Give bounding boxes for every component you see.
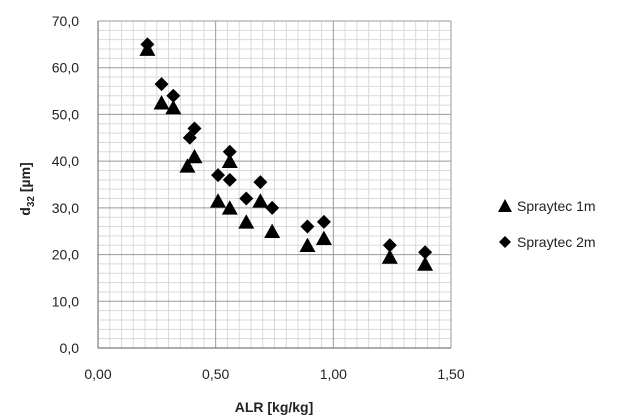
y-axis-title-subscript: 32 [26, 196, 37, 208]
point-triangle [381, 249, 398, 264]
point-triangle [179, 158, 196, 173]
legend-marker-diamond [499, 236, 511, 248]
axes [97, 21, 451, 349]
point-triangle [221, 153, 238, 168]
y-tick-label: 60,0 [52, 60, 79, 76]
y-tick-label: 20,0 [52, 247, 79, 263]
point-diamond [239, 191, 254, 206]
point-triangle [252, 193, 269, 208]
point-diamond [253, 175, 268, 190]
point-diamond [187, 121, 202, 136]
legend-label-spraytec-2m: Spraytec 2m [517, 234, 596, 250]
point-triangle [153, 95, 170, 110]
y-tick-labels: 0,0 10,0 20,0 30,0 40,0 50,0 60,0 70,0 [52, 13, 79, 356]
point-triangle [221, 200, 238, 215]
x-tick-label: 1,00 [320, 366, 347, 382]
y-tick-label: 50,0 [52, 106, 79, 122]
point-diamond [154, 77, 169, 92]
y-tick-label: 70,0 [52, 13, 79, 29]
point-triangle [186, 148, 203, 164]
legend-label-spraytec-1m: Spraytec 1m [517, 198, 596, 214]
minor-gridlines [98, 21, 451, 348]
x-axis-title: ALR [kg/kg] [235, 399, 314, 415]
point-diamond [166, 88, 181, 103]
point-triangle [299, 237, 316, 253]
x-tick-label: 0,00 [84, 366, 111, 382]
point-diamond [418, 245, 433, 260]
legend: Spraytec 1m Spraytec 2m [498, 198, 596, 250]
x-tick-labels: 0,00 0,50 1,00 1,50 [84, 366, 464, 382]
x-tick-label: 0,50 [202, 366, 229, 382]
point-diamond [300, 219, 315, 234]
x-tick-label: 1,50 [437, 366, 464, 382]
point-diamond [265, 200, 280, 215]
y-tick-label: 40,0 [52, 153, 79, 169]
y-axis-title-unit: [µm] [17, 162, 33, 196]
legend-marker-triangle [498, 199, 512, 212]
point-diamond [316, 214, 331, 229]
point-triangle [238, 214, 255, 229]
point-diamond [211, 168, 226, 183]
point-diamond [222, 172, 237, 187]
y-axis-title: d32 [µm] [17, 162, 37, 215]
point-diamond [382, 238, 397, 253]
y-axis-title-main: d [17, 207, 33, 216]
point-triangle [264, 223, 281, 239]
data-points [139, 37, 434, 271]
legend-item-spraytec-1m: Spraytec 1m [498, 198, 596, 214]
y-tick-label: 10,0 [52, 293, 79, 309]
point-triangle [210, 193, 227, 208]
y-tick-label: 0,0 [60, 340, 80, 356]
point-diamond [182, 130, 197, 145]
point-triangle [417, 256, 434, 271]
y-tick-label: 30,0 [52, 200, 79, 216]
point-triangle [165, 99, 182, 115]
point-triangle [315, 230, 332, 246]
point-diamond [222, 144, 237, 159]
point-diamond [140, 37, 155, 52]
legend-item-spraytec-2m: Spraytec 2m [499, 234, 596, 250]
